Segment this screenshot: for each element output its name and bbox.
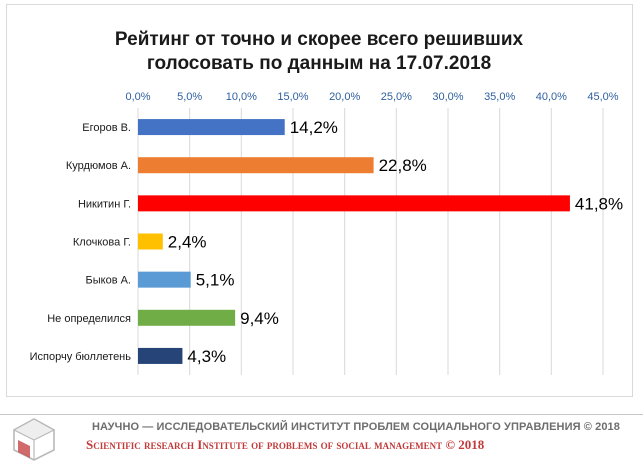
category-label: Быков А. xyxy=(86,275,131,287)
bar xyxy=(138,347,183,364)
x-tick-label: 45,0% xyxy=(587,91,618,103)
bar xyxy=(138,233,163,250)
x-tick-label: 0,0% xyxy=(125,91,150,103)
data-label: 4,3% xyxy=(187,347,226,366)
footer-institute-ru: НАУЧНО — ИССЛЕДОВАТЕЛЬСКИЙ ИНСТИТУТ ПРОБ… xyxy=(92,421,620,433)
bars xyxy=(138,119,570,364)
x-tick-label: 10,0% xyxy=(226,91,257,103)
bar xyxy=(138,195,570,212)
data-label: 14,2% xyxy=(290,118,338,137)
category-label: Егоров В. xyxy=(82,122,131,134)
x-tick-label: 25,0% xyxy=(381,91,412,103)
x-tick-label: 15,0% xyxy=(277,91,308,103)
data-label: 22,8% xyxy=(379,156,427,175)
category-label: Испорчу бюллетень xyxy=(30,351,132,363)
chart-title-line-1: Рейтинг от точно и скорее всего решивших xyxy=(115,29,524,50)
gridlines xyxy=(137,108,604,375)
chart-frame: Рейтинг от точно и скорее всего решивших… xyxy=(6,4,633,397)
category-label: Клочкова Г. xyxy=(73,237,131,249)
footer-institute-en: Scientific research Institute of problem… xyxy=(86,437,485,452)
bar xyxy=(138,309,236,326)
chart-title-line-2: голосовать по данным на 17.07.2018 xyxy=(147,53,491,74)
category-label: Никитин Г. xyxy=(78,198,131,210)
x-tick-label: 35,0% xyxy=(484,91,515,103)
category-labels: Егоров В. Курдюмов А. Никитин Г. Клочкова Г… xyxy=(30,122,132,363)
category-label: Не определился xyxy=(47,313,131,325)
data-labels: 14,2% 22,8% 41,8% 2,4% 5,1% 9,4% 4,3% xyxy=(168,118,623,366)
x-tick-label: 5,0% xyxy=(177,91,202,103)
bar-chart: Рейтинг от точно и скорее всего решивших… xyxy=(30,29,623,375)
data-label: 9,4% xyxy=(240,309,279,328)
x-tick-label: 30,0% xyxy=(432,91,463,103)
footer-divider xyxy=(0,414,643,415)
x-tick-label: 40,0% xyxy=(536,91,567,103)
data-label: 2,4% xyxy=(168,233,207,252)
x-axis-tick-labels: 0,0% 5,0% 10,0% 15,0% 20,0% 25,0% 30,0% 35,0% 40… xyxy=(125,91,618,103)
bar xyxy=(138,119,285,136)
bar xyxy=(138,271,191,288)
footer: НАУЧНО — ИССЛЕДОВАТЕЛЬСКИЙ ИНСТИТУТ ПРОБ… xyxy=(0,400,643,467)
chart-title: Рейтинг от точно и скорее всего решивших… xyxy=(115,29,524,74)
data-label: 5,1% xyxy=(196,271,235,290)
x-tick-label: 20,0% xyxy=(329,91,360,103)
data-label: 41,8% xyxy=(575,194,623,213)
category-label: Курдюмов А. xyxy=(66,160,131,172)
cube-logo-icon xyxy=(12,418,56,461)
bar xyxy=(138,157,374,174)
